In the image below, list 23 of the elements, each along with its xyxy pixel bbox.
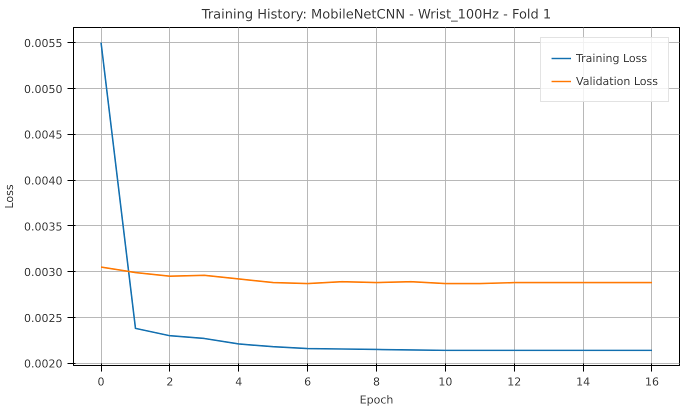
x-tick-label: 8 (373, 376, 380, 388)
y-tick-label: 0.0020 (24, 358, 63, 371)
chart-title: Training History: MobileNetCNN - Wrist_100Hz - Fold 1 (200, 8, 552, 22)
y-tick-label: 0.0035 (24, 220, 63, 234)
y-tick-label: 0.0055 (24, 37, 63, 50)
x-tick-label: 2 (166, 376, 174, 388)
x-tick-label: 10 (438, 376, 452, 388)
x-tick-label: 12 (507, 376, 522, 388)
x-tick-label: 16 (644, 376, 659, 388)
y-axis-title: Loss (3, 184, 16, 209)
x-tick-label: 14 (576, 376, 590, 388)
y-tick-label: 0.0045 (24, 128, 63, 142)
y-tick-label: 0.0025 (24, 312, 63, 325)
x-tick-label: 0 (98, 376, 105, 388)
x-tick-label: 4 (235, 376, 242, 388)
x-tick-label: 6 (304, 376, 312, 388)
line-series (100, 266, 653, 284)
y-tick-label: 0.0030 (24, 266, 63, 280)
y-tick-label: 0.0050 (24, 82, 63, 96)
legend-label: Training Loss (576, 52, 648, 64)
x-axis-title: Epoch (360, 394, 394, 406)
legend-label: Validation Loss (576, 74, 658, 88)
y-tick-label: 0.0040 (24, 174, 63, 188)
